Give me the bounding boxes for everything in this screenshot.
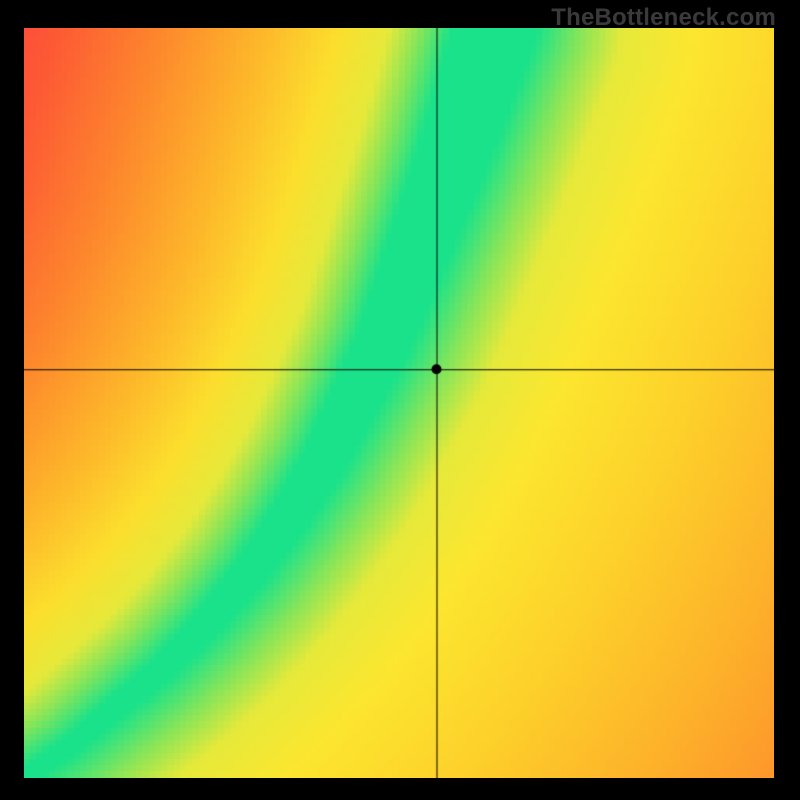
bottleneck-heatmap	[24, 28, 774, 778]
